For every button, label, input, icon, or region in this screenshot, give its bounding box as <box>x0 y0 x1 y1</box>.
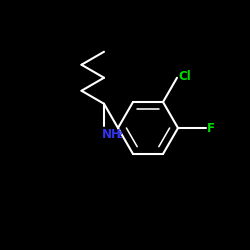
Text: NH: NH <box>102 128 122 141</box>
Text: 2: 2 <box>116 131 122 140</box>
Text: Cl: Cl <box>178 70 191 83</box>
Text: F: F <box>207 122 215 134</box>
